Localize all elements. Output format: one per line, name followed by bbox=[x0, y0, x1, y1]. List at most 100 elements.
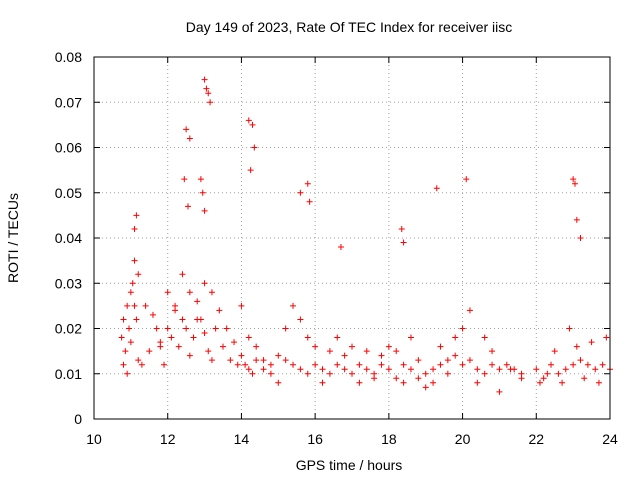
data-point bbox=[267, 361, 274, 368]
data-point bbox=[282, 357, 289, 364]
data-point bbox=[312, 361, 319, 368]
data-point bbox=[168, 334, 175, 341]
data-point bbox=[577, 357, 584, 364]
data-point bbox=[536, 379, 543, 386]
x-tick-label: 16 bbox=[307, 431, 323, 447]
data-point bbox=[238, 352, 245, 359]
data-point bbox=[164, 325, 171, 332]
data-point bbox=[201, 280, 208, 287]
data-point bbox=[190, 334, 197, 341]
data-point bbox=[199, 189, 206, 196]
data-point bbox=[122, 348, 129, 355]
data-point bbox=[444, 370, 451, 377]
data-point bbox=[164, 289, 171, 296]
data-point bbox=[407, 334, 414, 341]
x-tick-label: 18 bbox=[381, 431, 397, 447]
data-point bbox=[571, 180, 578, 187]
x-tick-label: 20 bbox=[455, 431, 471, 447]
data-point bbox=[131, 302, 138, 309]
data-point bbox=[437, 361, 444, 368]
data-point bbox=[135, 357, 142, 364]
y-tick-label: 0.03 bbox=[55, 275, 82, 291]
y-axis-title: ROTI / TECUs bbox=[5, 193, 21, 283]
data-point bbox=[570, 176, 577, 183]
data-point bbox=[356, 379, 363, 386]
data-point bbox=[573, 343, 580, 350]
data-point bbox=[349, 343, 355, 350]
data-point bbox=[459, 361, 466, 368]
data-point bbox=[466, 307, 473, 314]
data-point bbox=[334, 361, 341, 368]
grid-lines bbox=[94, 57, 610, 419]
data-point bbox=[398, 225, 405, 232]
data-point bbox=[212, 325, 219, 332]
data-point bbox=[349, 370, 355, 377]
data-point bbox=[544, 370, 551, 377]
data-point bbox=[245, 366, 252, 373]
data-point bbox=[371, 375, 378, 382]
data-point bbox=[149, 311, 156, 318]
data-point bbox=[393, 375, 400, 382]
y-tick-label: 0 bbox=[74, 411, 82, 427]
data-point bbox=[297, 316, 304, 323]
data-point bbox=[275, 352, 282, 359]
data-point bbox=[496, 366, 503, 373]
data-point bbox=[459, 325, 466, 332]
data-point bbox=[577, 235, 584, 241]
data-point bbox=[385, 366, 392, 373]
data-point bbox=[260, 357, 267, 364]
data-point bbox=[489, 348, 496, 355]
data-point bbox=[205, 348, 212, 355]
data-point bbox=[363, 348, 370, 355]
data-point bbox=[559, 379, 566, 386]
data-point bbox=[216, 307, 223, 314]
data-point bbox=[507, 366, 514, 373]
data-point bbox=[220, 343, 226, 350]
x-axis-title: GPS time / hours bbox=[296, 457, 403, 473]
data-point bbox=[245, 334, 252, 341]
data-point bbox=[135, 271, 142, 278]
data-point bbox=[393, 348, 400, 355]
data-point bbox=[326, 370, 333, 377]
data-point bbox=[260, 366, 267, 373]
data-point bbox=[275, 379, 282, 386]
data-point bbox=[437, 343, 444, 350]
data-point bbox=[400, 239, 407, 246]
data-point bbox=[452, 352, 459, 359]
data-point bbox=[118, 334, 125, 341]
data-point bbox=[496, 388, 503, 395]
data-point bbox=[573, 216, 580, 223]
data-point bbox=[503, 361, 510, 368]
x-tick-label: 14 bbox=[234, 431, 250, 447]
data-point bbox=[430, 366, 437, 373]
chart-title: Day 149 of 2023, Rate Of TEC Index for r… bbox=[186, 19, 513, 35]
data-point bbox=[562, 366, 569, 373]
data-point bbox=[290, 361, 297, 368]
data-point bbox=[251, 144, 258, 151]
data-point bbox=[363, 366, 370, 373]
x-axis: 10 12 14 16 18 20 22 24 bbox=[86, 57, 618, 447]
data-point bbox=[175, 343, 182, 350]
data-point bbox=[197, 176, 204, 183]
data-point bbox=[422, 384, 429, 391]
data-point bbox=[186, 352, 193, 359]
data-point bbox=[201, 330, 208, 337]
data-points bbox=[118, 76, 613, 395]
data-point bbox=[297, 366, 304, 373]
y-tick-label: 0.07 bbox=[55, 94, 82, 110]
data-point bbox=[551, 348, 558, 355]
y-tick-label: 0.06 bbox=[55, 140, 82, 156]
data-point bbox=[415, 357, 422, 364]
data-point bbox=[184, 203, 191, 210]
data-point bbox=[304, 180, 311, 187]
data-point bbox=[319, 379, 326, 386]
data-point bbox=[319, 366, 326, 373]
data-point bbox=[326, 348, 333, 355]
data-point bbox=[555, 370, 562, 377]
data-point bbox=[304, 334, 311, 341]
data-point bbox=[227, 357, 234, 364]
data-point bbox=[194, 316, 201, 323]
data-point bbox=[489, 361, 496, 368]
